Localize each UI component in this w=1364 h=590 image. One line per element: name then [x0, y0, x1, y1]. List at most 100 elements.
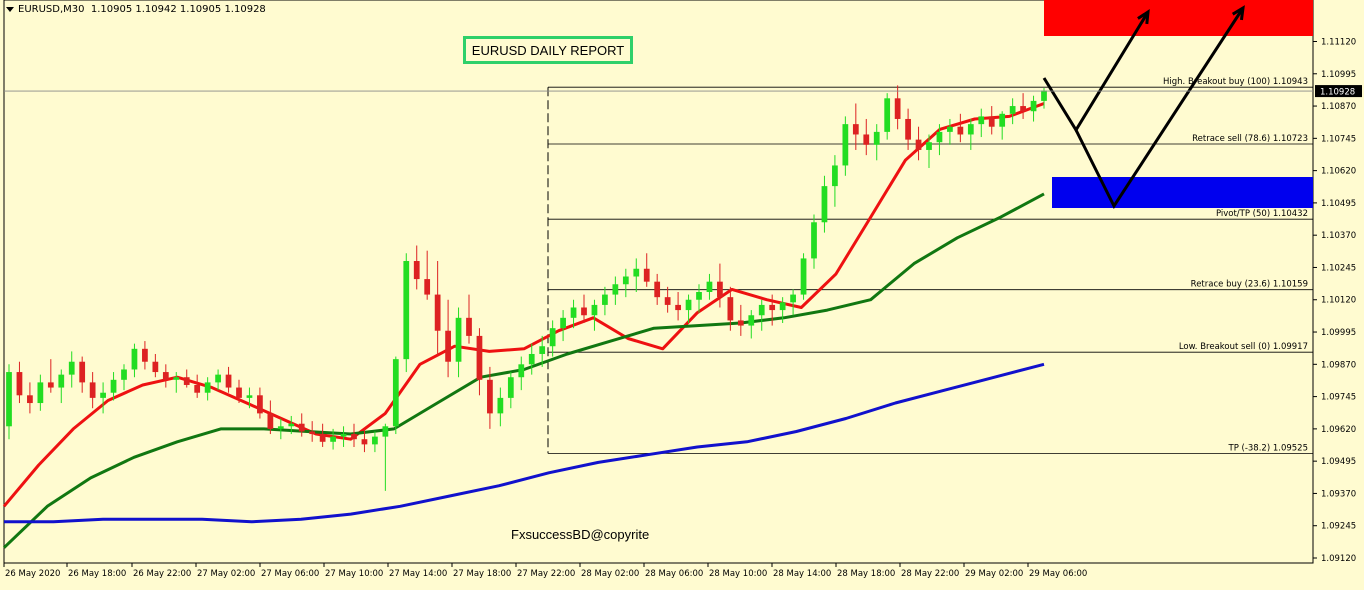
- current-price-tag: [1315, 85, 1362, 98]
- candle-body: [16, 372, 23, 396]
- candle-body: [664, 297, 671, 305]
- candle-body: [999, 113, 1006, 127]
- x-tick-label: 29 May 06:00: [1029, 569, 1087, 579]
- y-tick-label: 1.10495: [1321, 199, 1356, 209]
- x-tick-label: 27 May 18:00: [453, 569, 511, 579]
- x-tick-label: 28 May 02:00: [581, 569, 639, 579]
- candle-body: [915, 139, 922, 150]
- y-tick-label: 1.10245: [1321, 263, 1356, 273]
- candle-body: [685, 299, 692, 311]
- y-tick-label: 1.09620: [1321, 425, 1356, 435]
- candle-body: [758, 304, 765, 316]
- candle-body: [894, 98, 901, 119]
- candle-body: [811, 222, 817, 259]
- candle-body: [340, 434, 347, 437]
- ema-fast-line: [2, 102, 1045, 508]
- candle-body: [173, 377, 180, 380]
- x-tick-label: 27 May 02:00: [197, 569, 255, 579]
- candle-body: [382, 426, 389, 437]
- x-tick-label: 27 May 22:00: [517, 569, 575, 579]
- candle-body: [612, 284, 619, 295]
- x-tick-label: 28 May 06:00: [645, 569, 703, 579]
- y-tick-label: 1.10120: [1321, 296, 1356, 306]
- y-tick-label: 1.09120: [1321, 554, 1356, 564]
- x-tick-label: 26 May 18:00: [68, 569, 126, 579]
- candle-body: [1030, 100, 1037, 112]
- candle-body: [507, 377, 514, 398]
- current-price-label: 1.10928: [1320, 88, 1355, 98]
- dropdown-arrow-icon[interactable]: [6, 6, 14, 12]
- candle-body: [988, 116, 995, 127]
- x-tick-label: 28 May 18:00: [837, 569, 895, 579]
- candle-body: [863, 134, 870, 145]
- y-tick-label: 1.11120: [1321, 37, 1356, 47]
- x-tick-label: 27 May 10:00: [325, 569, 383, 579]
- candle-body: [89, 382, 96, 398]
- candle-body: [528, 353, 535, 365]
- ema-slow-line: [4, 362, 1045, 524]
- x-tick-label: 26 May 22:00: [133, 569, 191, 579]
- candle-body: [319, 434, 326, 442]
- y-tick-label: 1.10745: [1321, 134, 1356, 144]
- candle-body: [277, 426, 284, 429]
- candle-body: [121, 369, 127, 380]
- candle-body: [1020, 106, 1026, 112]
- candle-body: [79, 361, 86, 383]
- candle-body: [1009, 106, 1016, 114]
- candle-body: [466, 317, 472, 336]
- arrow-head-icon: [1137, 9, 1150, 25]
- candle-body: [183, 377, 190, 385]
- candle-body: [852, 124, 859, 135]
- candle-body: [288, 423, 295, 427]
- buy-zone: [1052, 177, 1313, 208]
- candle-body: [748, 315, 755, 326]
- y-tick-label: 1.09370: [1321, 489, 1356, 499]
- x-tick-label: 29 May 02:00: [965, 569, 1023, 579]
- arrow-head-icon: [1231, 5, 1245, 21]
- candle-body: [68, 361, 75, 375]
- watermark: FxsuccessBD@copyrite: [511, 527, 650, 542]
- candle-body: [27, 395, 33, 404]
- candle-body: [539, 346, 546, 354]
- candle-body: [309, 431, 316, 435]
- candle-body: [821, 186, 828, 223]
- symbol-label: EURUSD,M30: [18, 4, 85, 15]
- candle-body: [884, 98, 891, 132]
- y-tick-label: 1.10995: [1321, 70, 1356, 80]
- y-tick-label: 1.10370: [1321, 231, 1356, 241]
- candle-body: [445, 330, 451, 362]
- candle-body: [581, 307, 587, 316]
- candle-body: [643, 268, 650, 282]
- candle-body: [936, 131, 943, 143]
- scenario-arrow-line: [1074, 7, 1245, 210]
- y-tick-label: 1.09495: [1321, 457, 1356, 467]
- candle-body: [633, 268, 640, 277]
- x-tick-label: 27 May 06:00: [261, 569, 319, 579]
- candle-body: [832, 165, 838, 187]
- candle-body: [497, 397, 504, 414]
- sell-zone: [1044, 0, 1313, 36]
- candle-body: [570, 307, 577, 318]
- candle-body: [246, 395, 253, 398]
- candle-body: [873, 131, 880, 145]
- candle-body: [717, 281, 723, 298]
- y-tick-label: 1.10870: [1321, 102, 1356, 112]
- candle-body: [58, 374, 65, 388]
- candle-body: [257, 395, 263, 414]
- candle-body: [37, 382, 44, 404]
- candle-body: [236, 387, 242, 398]
- candle-body: [800, 258, 807, 295]
- fib-level-label: Low. Breakout sell (0) 1.09917: [1179, 342, 1308, 352]
- candle-body: [560, 317, 566, 329]
- fib-level-label: High. Breakout buy (100) 1.10943: [1163, 77, 1308, 87]
- x-tick-label: 28 May 22:00: [901, 569, 959, 579]
- candle-body: [194, 384, 201, 393]
- candle-body: [372, 436, 378, 445]
- candle-body: [842, 124, 849, 166]
- candle-body: [330, 436, 336, 442]
- candle-body: [518, 364, 525, 378]
- candle-body: [967, 124, 974, 135]
- candle-body: [696, 292, 702, 300]
